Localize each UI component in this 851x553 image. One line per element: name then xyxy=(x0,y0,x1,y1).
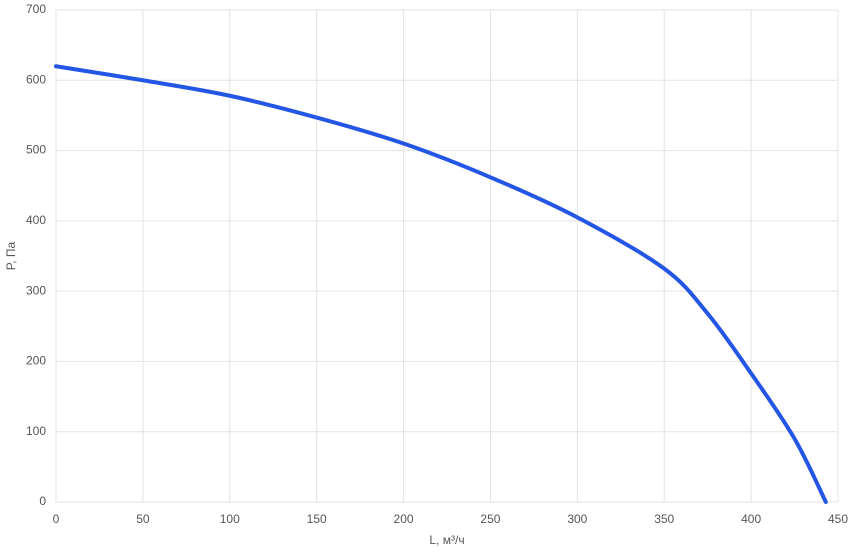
x-tick-label: 350 xyxy=(654,512,674,526)
y-tick-label: 400 xyxy=(26,213,46,227)
x-tick-label: 250 xyxy=(480,512,500,526)
x-tick-label: 0 xyxy=(53,512,60,526)
x-tick-label: 100 xyxy=(220,512,240,526)
x-tick-label: 150 xyxy=(307,512,327,526)
x-tick-label: 400 xyxy=(741,512,761,526)
y-axis-label: P, Па xyxy=(4,241,18,270)
data-line xyxy=(54,64,828,504)
y-tick-label: 100 xyxy=(26,424,46,438)
x-tick-label: 200 xyxy=(394,512,414,526)
y-tick-label: 600 xyxy=(26,72,46,86)
y-tick-label: 200 xyxy=(26,354,46,368)
x-tick-label: 450 xyxy=(828,512,848,526)
x-axis-label: L, м³/ч xyxy=(429,533,464,547)
y-tick-label: 0 xyxy=(39,494,46,508)
y-tick-label: 700 xyxy=(26,2,46,16)
x-tick-label: 300 xyxy=(567,512,587,526)
y-tick-label: 500 xyxy=(26,143,46,157)
x-tick-label: 50 xyxy=(136,512,150,526)
y-tick-label: 300 xyxy=(26,283,46,297)
